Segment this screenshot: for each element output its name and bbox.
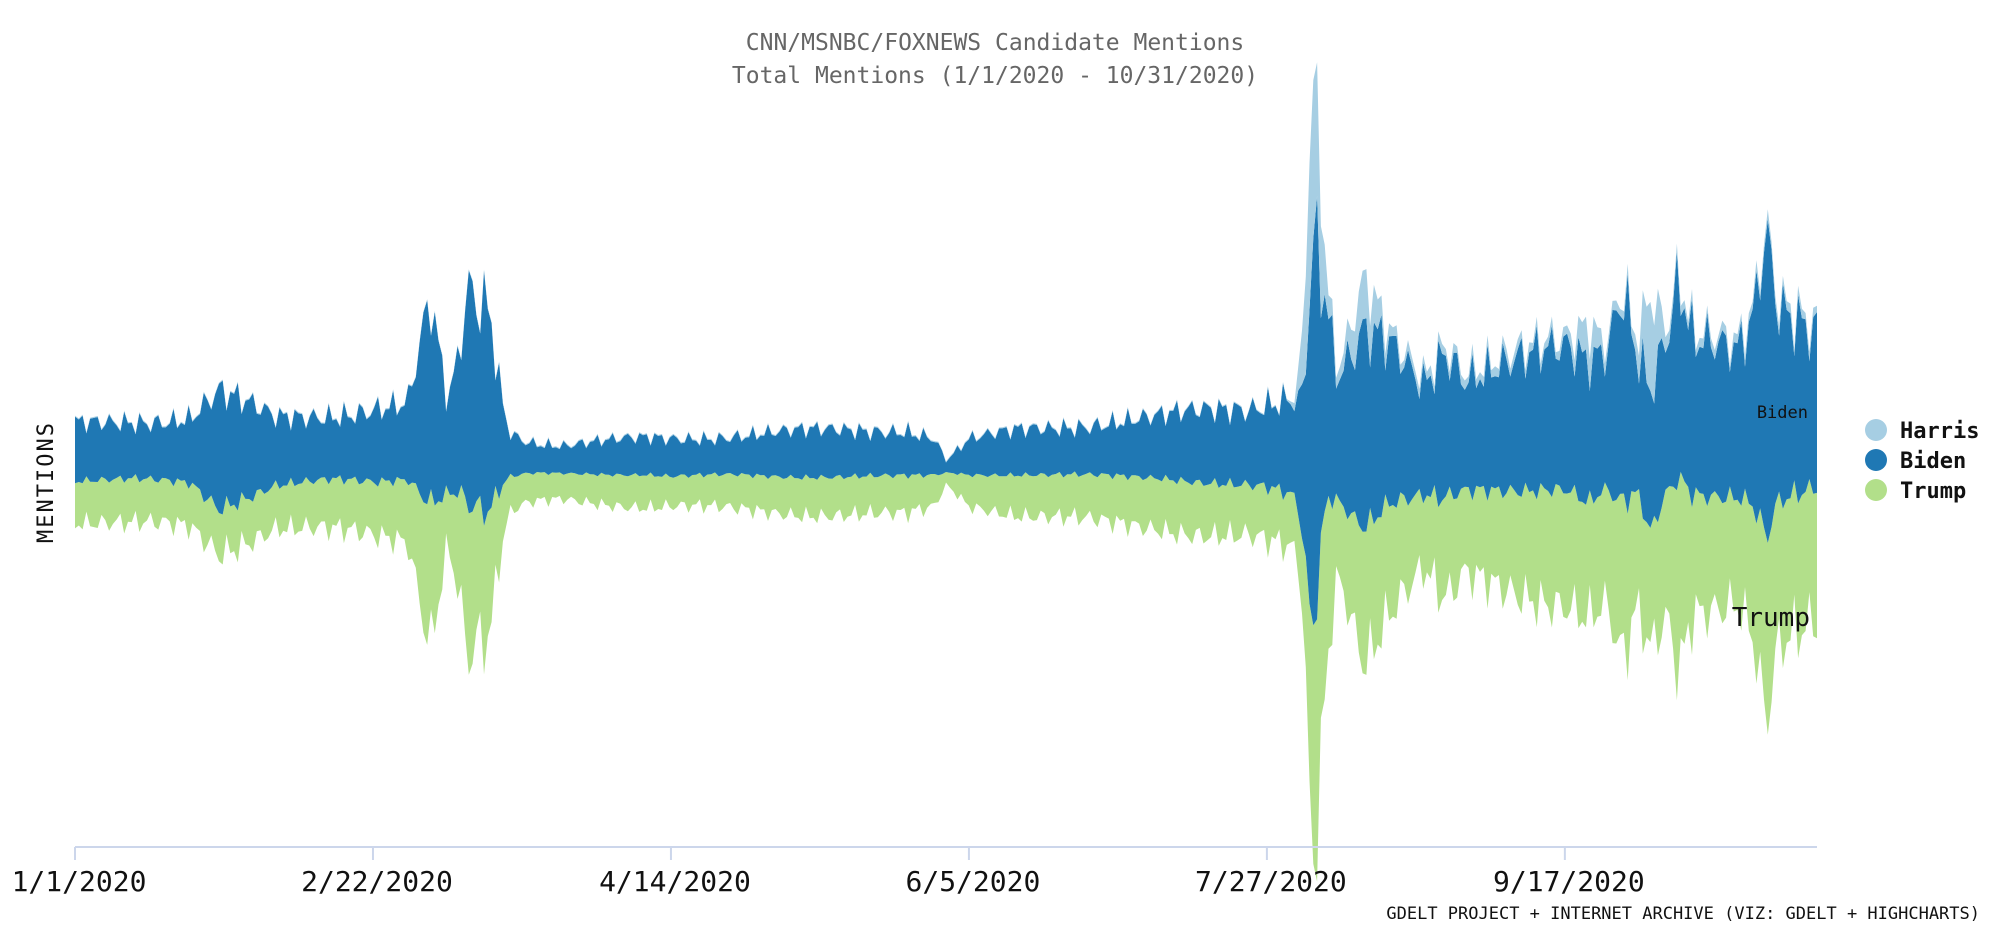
legend-label-harris: Harris: [1900, 419, 1979, 444]
series-trump-area: [75, 471, 1817, 882]
legend-item-biden[interactable]: Biden: [1865, 449, 1966, 474]
legend-label-biden: Biden: [1900, 449, 1966, 474]
legend-item-trump[interactable]: Trump: [1865, 479, 1966, 504]
x-tick-label: 1/1/2020: [12, 865, 147, 898]
x-tick-label: 2/22/2020: [301, 865, 453, 898]
x-tick-label: 9/17/2020: [1493, 865, 1645, 898]
chart-subtitle: Total Mentions (1/1/2020 - 10/31/2020): [732, 63, 1258, 89]
legend-marker-biden: [1865, 449, 1887, 471]
inline-label-biden: Biden: [1757, 403, 1808, 423]
series-biden-area: [75, 195, 1817, 626]
series-group: [75, 62, 1817, 882]
y-axis-label: MENTIONS: [34, 421, 59, 543]
legend-item-harris[interactable]: Harris: [1865, 419, 1979, 444]
x-tick-label: 6/5/2020: [905, 865, 1040, 898]
inline-label-trump: Trump: [1732, 603, 1810, 633]
x-tick-label: 7/27/2020: [1195, 865, 1347, 898]
legend-marker-trump: [1865, 479, 1887, 501]
x-tick-label: 4/14/2020: [599, 865, 751, 898]
legend: Harris Biden Trump: [1865, 419, 1979, 504]
chart-credit: GDELT PROJECT + INTERNET ARCHIVE (VIZ: G…: [1386, 904, 1980, 924]
legend-label-trump: Trump: [1900, 479, 1966, 504]
x-axis-ticks: 1/1/2020 2/22/2020 4/14/2020 6/5/2020 7/27/2…: [12, 847, 1645, 898]
legend-marker-harris: [1865, 419, 1887, 441]
chart-title: CNN/MSNBC/FOXNEWS Candidate Mentions: [746, 30, 1245, 56]
